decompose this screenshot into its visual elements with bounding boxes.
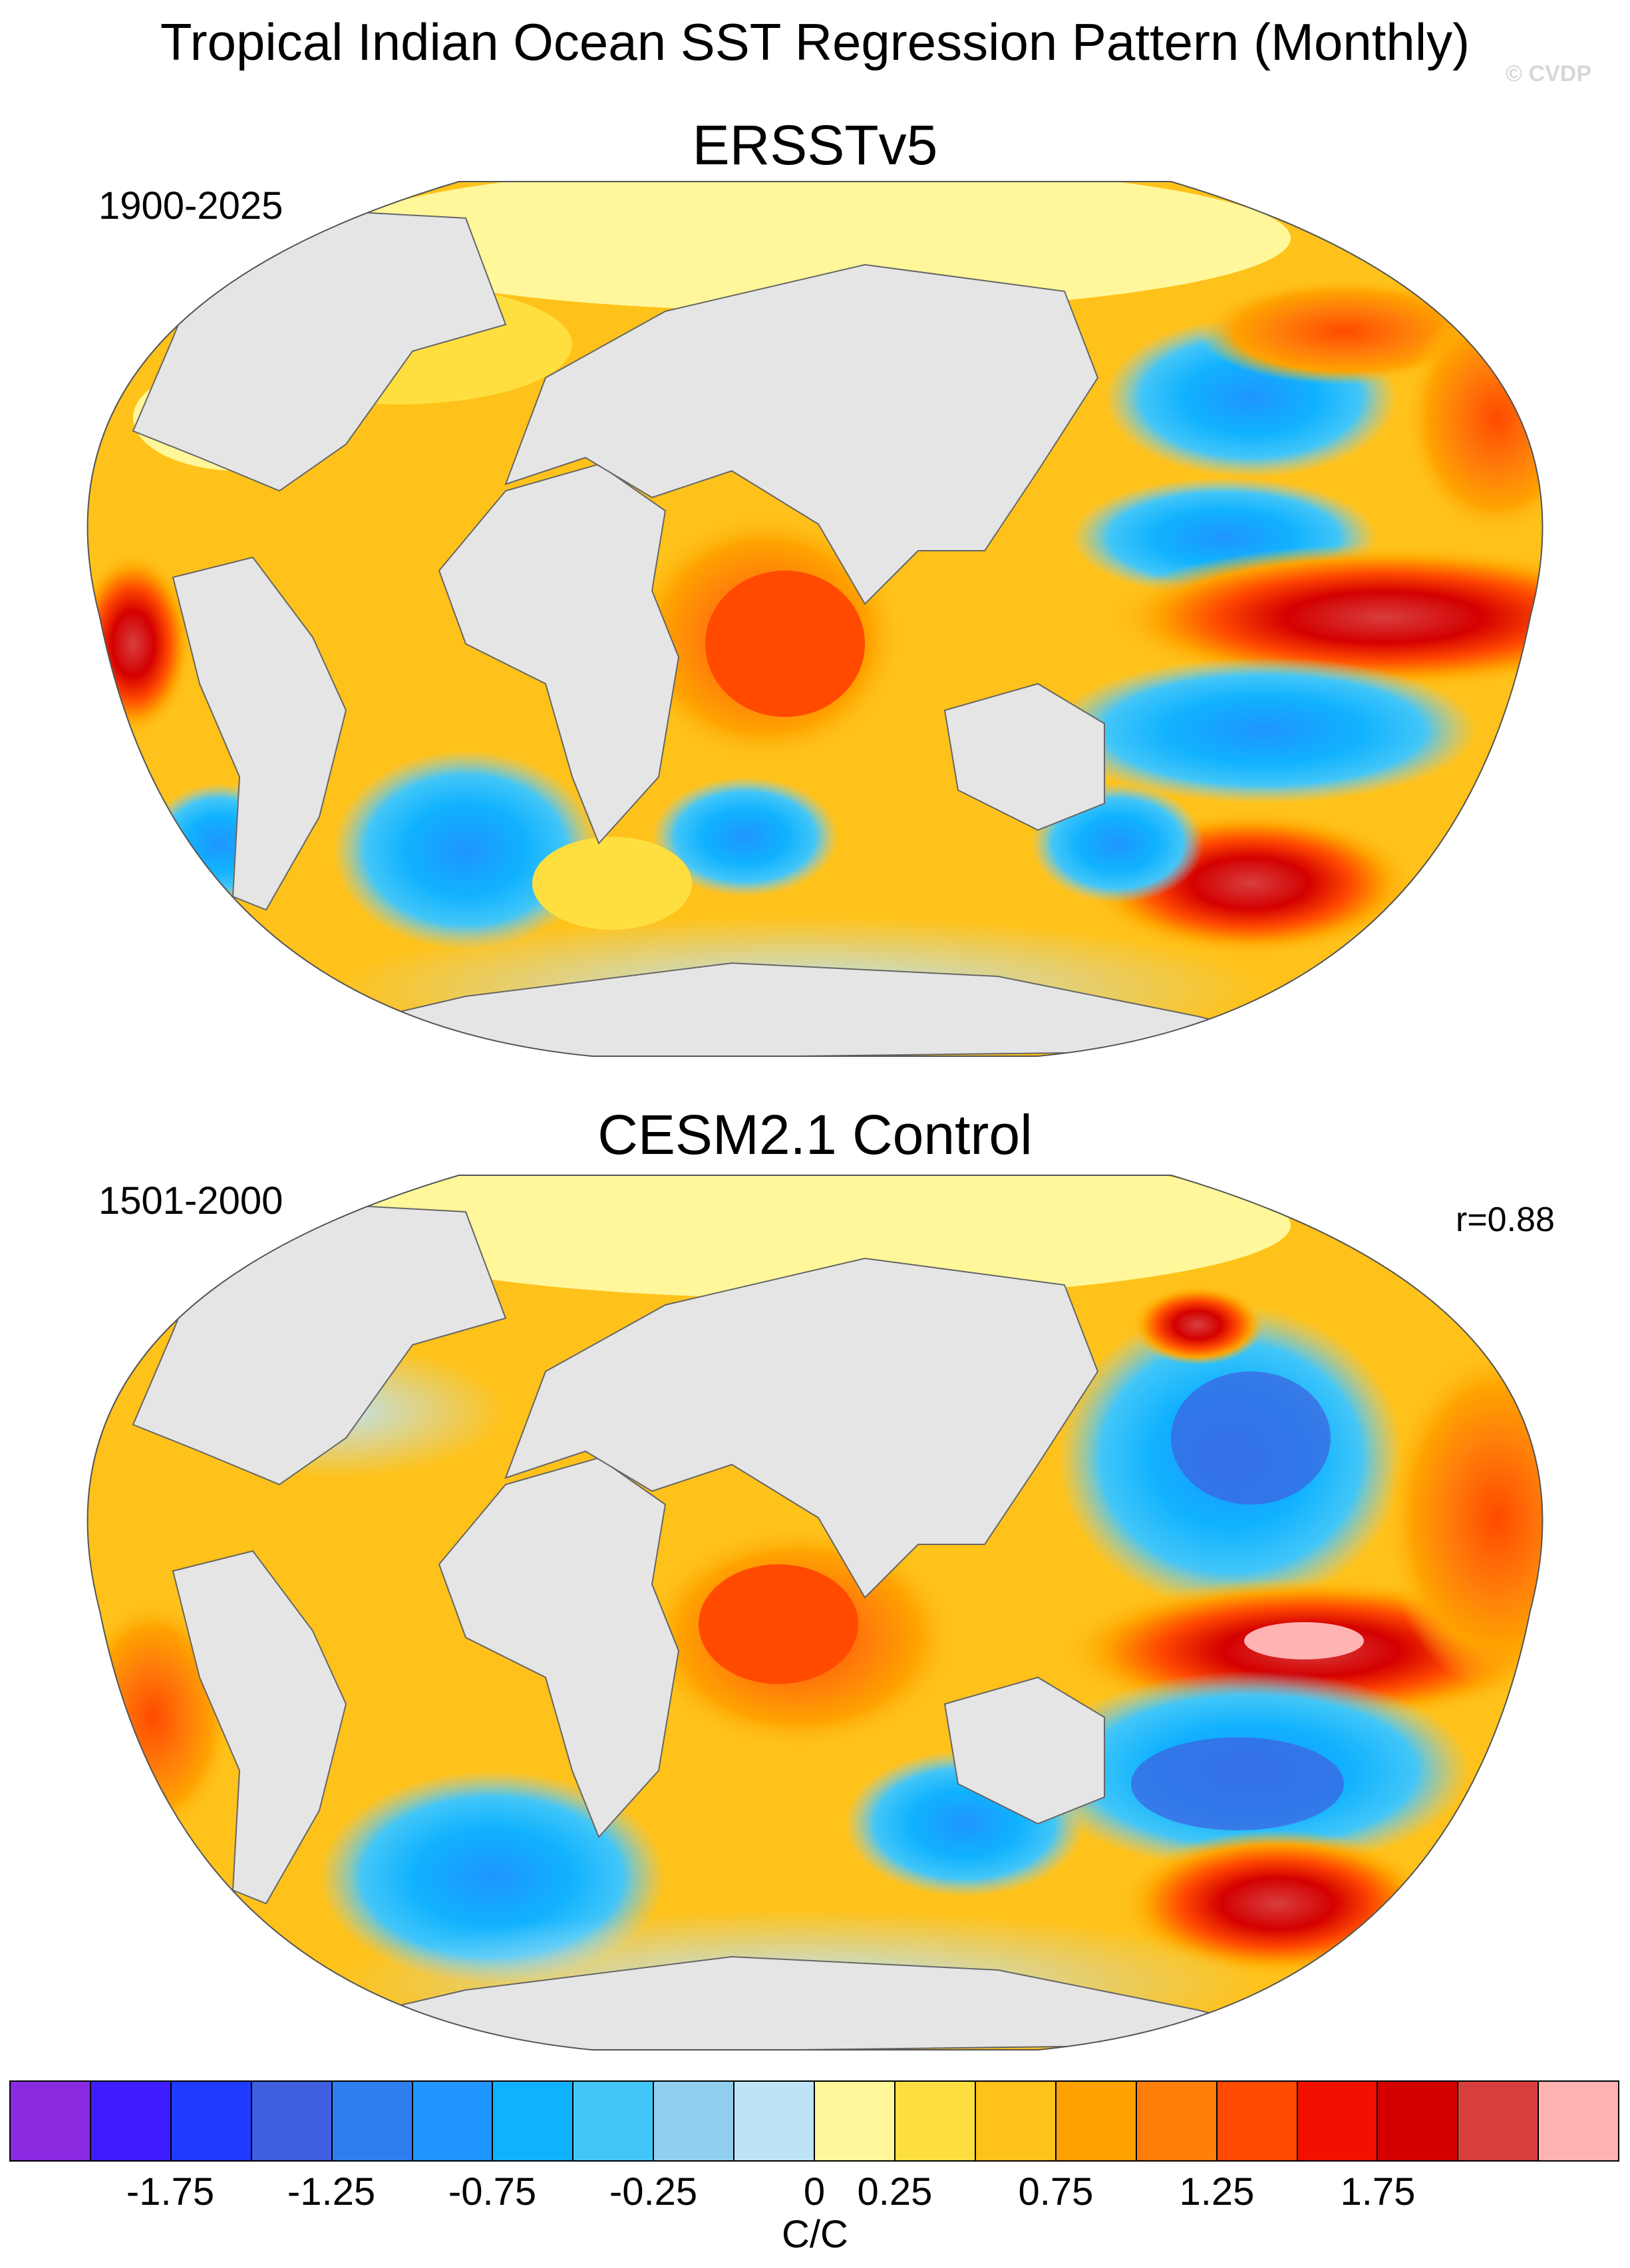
colorbar-tick-label: 0 <box>803 2170 826 2213</box>
colorbar-swatch <box>1056 2082 1137 2160</box>
panel-title-1: ERSSTv5 <box>692 114 938 176</box>
colorbar-swatch <box>251 2082 333 2160</box>
colorbar-swatch <box>11 2082 91 2160</box>
sst-map-1 <box>86 181 1544 1057</box>
colorbar-swatch <box>1378 2082 1459 2160</box>
colorbar-swatch <box>895 2082 976 2160</box>
colorbar-tick-label: -0.25 <box>609 2170 698 2213</box>
correlation-label: r=0.88 <box>1456 1201 1555 1239</box>
colorbar-units: C/C <box>782 2213 848 2256</box>
colorbar-tick-label: 0.25 <box>857 2170 933 2213</box>
colorbar-swatch <box>654 2082 735 2160</box>
figure-title: Tropical Indian Ocean SST Regression Pat… <box>160 13 1470 71</box>
colorbar-swatch <box>332 2082 413 2160</box>
sst-map-2 <box>86 1175 1544 2051</box>
period-label-2: 1501-2000 <box>98 1179 283 1222</box>
colorbar-swatch <box>90 2082 172 2160</box>
colorbar-tick-label: 1.25 <box>1179 2170 1255 2213</box>
colorbar-tick-label: -1.75 <box>126 2170 215 2213</box>
colorbar-swatch <box>1458 2082 1540 2160</box>
credit-watermark: © CVDP <box>1506 61 1591 86</box>
panel-title-2: CESM2.1 Control <box>597 1103 1033 1166</box>
colorbar-tick-label: -1.25 <box>287 2170 376 2213</box>
colorbar-swatch <box>1217 2082 1298 2160</box>
colorbar-swatch <box>493 2082 574 2160</box>
colorbar-swatch <box>412 2082 494 2160</box>
colorbar-swatch <box>171 2082 252 2160</box>
colorbar-tick-label: 1.75 <box>1340 2170 1416 2213</box>
colorbar-swatch <box>1136 2082 1218 2160</box>
colorbar-swatch <box>1297 2082 1379 2160</box>
colorbar-swatch <box>975 2082 1057 2160</box>
colorbar-tick-label: -0.75 <box>448 2170 537 2213</box>
colorbar-swatch <box>573 2082 655 2160</box>
colorbar-swatch <box>734 2082 816 2160</box>
colorbar-swatch <box>815 2082 896 2160</box>
colorbar-tick-label: 0.75 <box>1018 2170 1094 2213</box>
colorbar-swatch <box>1539 2082 1619 2160</box>
period-label-1: 1900-2025 <box>98 184 283 227</box>
colorbar <box>9 2080 1619 2162</box>
